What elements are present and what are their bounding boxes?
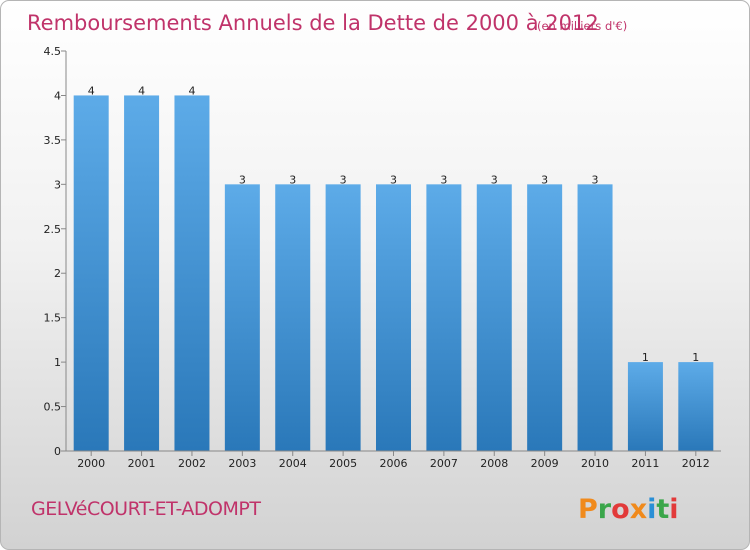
x-tick-label: 2007 bbox=[430, 457, 458, 470]
x-tick-label: 2006 bbox=[380, 457, 408, 470]
bar bbox=[376, 184, 411, 452]
bar-value-label: 4 bbox=[138, 84, 145, 97]
bar-value-label: 3 bbox=[592, 173, 599, 186]
y-tick-label: 2 bbox=[54, 267, 61, 280]
chart-subtitle: (en milliers d'€) bbox=[537, 19, 627, 33]
proxiti-logo: Proxiti bbox=[578, 494, 679, 525]
y-tick-label: 3.5 bbox=[44, 134, 62, 147]
bar bbox=[678, 362, 714, 451]
bar bbox=[325, 184, 361, 452]
x-tick-label: 2002 bbox=[178, 457, 206, 470]
bar bbox=[275, 184, 311, 452]
bar-value-label: 3 bbox=[239, 173, 246, 186]
y-tick-label: 1 bbox=[54, 356, 61, 369]
bar-value-label: 3 bbox=[289, 173, 296, 186]
bar bbox=[527, 184, 563, 452]
x-tick-label: 2010 bbox=[581, 457, 609, 470]
bar bbox=[627, 362, 663, 451]
y-axis: 0 0.5 1 1.5 2 2.5 3 3.5 4 4.5 bbox=[44, 45, 67, 458]
bar-value-label: 1 bbox=[642, 351, 649, 364]
x-axis: 2000 2001 2002 2003 2004 2005 2006 2007 2008 2009… bbox=[66, 450, 721, 470]
y-tick-label: 0.5 bbox=[44, 401, 62, 414]
bar-value-label: 3 bbox=[440, 173, 447, 186]
bar bbox=[476, 184, 512, 452]
x-tick-label: 2001 bbox=[128, 457, 156, 470]
bar-value-label: 3 bbox=[541, 173, 548, 186]
y-tick-label: 0 bbox=[54, 445, 61, 458]
x-tick-label: 2004 bbox=[279, 457, 307, 470]
x-tick-label: 2011 bbox=[631, 457, 659, 470]
bar bbox=[426, 184, 462, 452]
y-tick-label: 1.5 bbox=[44, 312, 62, 325]
x-tick-label: 2000 bbox=[77, 457, 105, 470]
bar bbox=[174, 95, 210, 451]
x-tick-label: 2009 bbox=[531, 457, 559, 470]
bar-value-label: 3 bbox=[491, 173, 498, 186]
x-tick-label: 2008 bbox=[480, 457, 508, 470]
bar-value-label: 4 bbox=[88, 84, 95, 97]
y-tick-label: 3 bbox=[54, 178, 61, 191]
x-tick-label: 2012 bbox=[682, 457, 710, 470]
x-tick-label: 2005 bbox=[329, 457, 357, 470]
bar-value-label: 3 bbox=[340, 173, 347, 186]
bar-value-label: 4 bbox=[188, 84, 195, 97]
bars: 4 4 4 3 3 3 3 3 3 3 3 1 1 bbox=[73, 84, 714, 452]
x-tick-label: 2003 bbox=[228, 457, 256, 470]
y-tick-label: 4 bbox=[54, 89, 61, 102]
bar-value-label: 3 bbox=[390, 173, 397, 186]
bar bbox=[73, 95, 109, 451]
commune-name: GELVéCOURT-ET-ADOMPT bbox=[31, 498, 261, 520]
bar-value-label: 1 bbox=[692, 351, 699, 364]
y-tick-label: 4.5 bbox=[44, 45, 62, 58]
chart-title: Remboursements Annuels de la Dette de 20… bbox=[27, 11, 599, 35]
y-tick-label: 2.5 bbox=[44, 223, 62, 236]
bar bbox=[224, 184, 260, 452]
bar bbox=[124, 95, 160, 451]
bar bbox=[577, 184, 613, 452]
